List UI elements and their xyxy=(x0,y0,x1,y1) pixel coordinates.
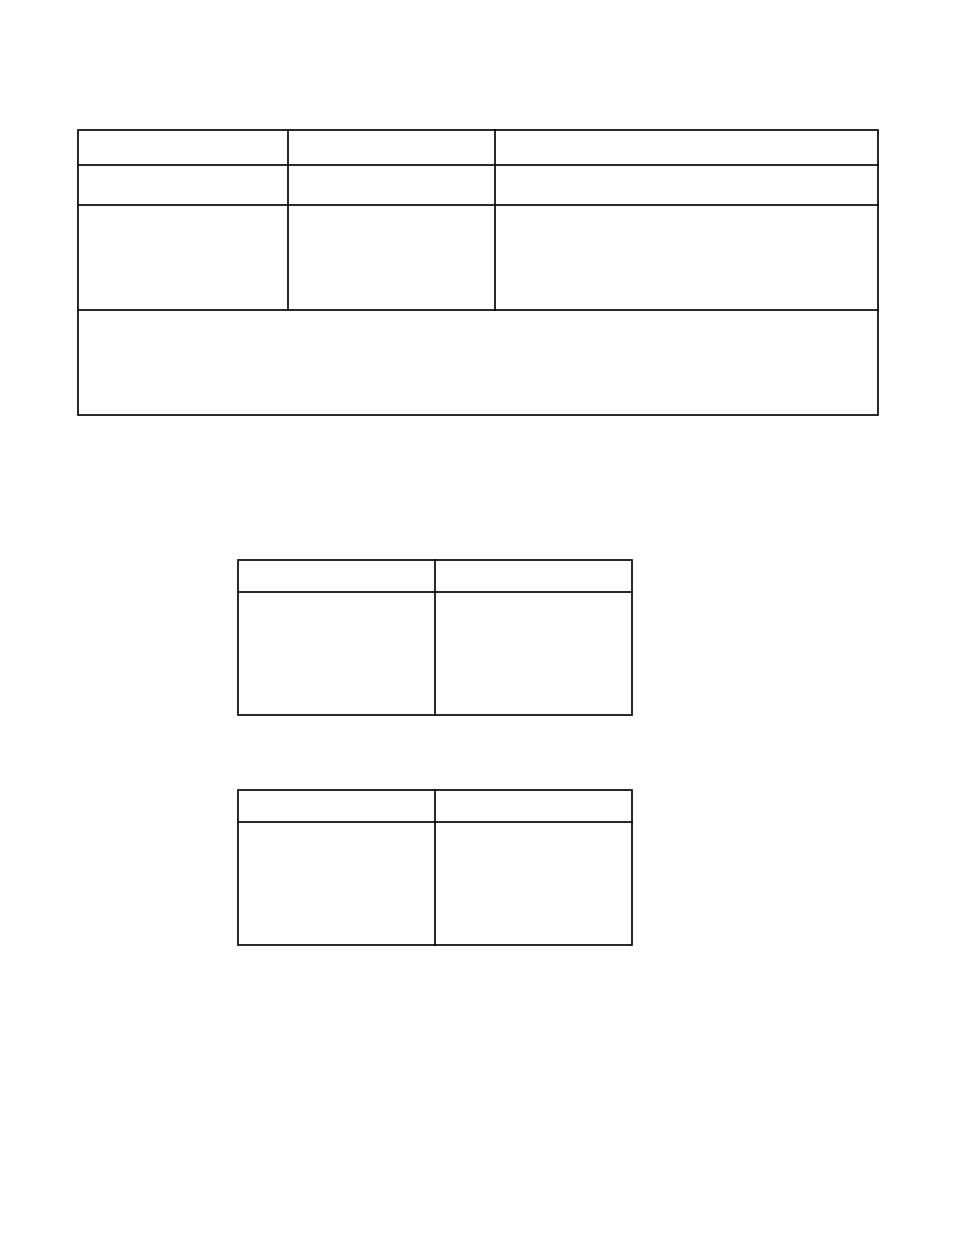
Bar xyxy=(237,790,631,945)
Bar xyxy=(237,559,631,715)
Bar xyxy=(78,130,877,415)
